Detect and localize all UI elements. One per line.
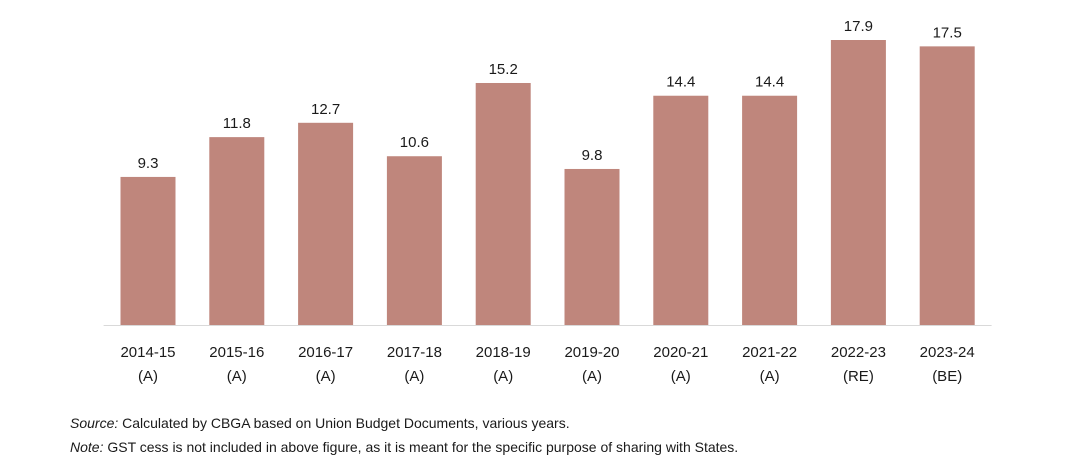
x-tick-label: 2014-15 (120, 344, 175, 361)
chart-marks: 9.3 2014-15 (A) 11.8 2015-16 (A) 12.7 2016-17 (A… (103, 18, 992, 385)
x-tick-sublabel: (BE) (932, 368, 962, 385)
data-label: 14.4 (666, 74, 695, 91)
bar (653, 95, 709, 325)
bar (298, 122, 354, 325)
x-tick-label: 2015-16 (209, 344, 264, 361)
bar (120, 176, 176, 325)
data-label: 15.2 (489, 61, 518, 78)
x-tick-sublabel: (A) (582, 368, 602, 385)
chart-notes: Source: Calculated by CBGA based on Unio… (70, 411, 738, 459)
data-label: 9.3 (138, 155, 159, 172)
x-tick-label: 2023-24 (920, 344, 975, 361)
note-line: Note: GST cess is not included in above … (70, 435, 738, 459)
bar (742, 95, 798, 325)
x-tick-sublabel: (A) (671, 368, 691, 385)
x-tick-sublabel: (A) (227, 368, 247, 385)
x-tick-sublabel: (RE) (843, 368, 874, 385)
x-tick-label: 2018-19 (476, 344, 531, 361)
data-label: 11.8 (223, 115, 251, 132)
bar-chart: 9.3 2014-15 (A) 11.8 2015-16 (A) 12.7 2016-17 (A… (103, 18, 992, 385)
bar (919, 46, 975, 325)
x-tick-label: 2020-21 (653, 344, 708, 361)
data-label: 17.9 (844, 18, 873, 35)
x-tick-sublabel: (A) (760, 368, 780, 385)
x-tick-label: 2017-18 (387, 344, 442, 361)
x-tick-sublabel: (A) (493, 368, 513, 385)
bar (209, 137, 265, 325)
x-tick-label: 2021-22 (742, 344, 797, 361)
bar (564, 168, 620, 325)
data-label: 9.8 (582, 147, 603, 164)
x-tick-sublabel: (A) (404, 368, 424, 385)
data-label: 10.6 (400, 134, 429, 151)
bar (386, 156, 442, 325)
note-text: GST cess is not included in above figure… (107, 439, 739, 455)
x-tick-sublabel: (A) (316, 368, 336, 385)
bar (475, 82, 531, 325)
source-text: Calculated by CBGA based on Union Budget… (122, 415, 570, 431)
note-lead: Note: (70, 439, 104, 455)
data-label: 14.4 (755, 74, 784, 91)
x-tick-label: 2016-17 (298, 344, 353, 361)
x-tick-sublabel: (A) (138, 368, 158, 385)
source-line: Source: Calculated by CBGA based on Unio… (70, 411, 738, 435)
data-label: 12.7 (311, 101, 340, 118)
bar (830, 40, 886, 325)
data-label: 17.5 (933, 24, 962, 41)
source-lead: Source: (70, 415, 119, 431)
x-tick-label: 2022-23 (831, 344, 886, 361)
x-tick-label: 2019-20 (564, 344, 619, 361)
